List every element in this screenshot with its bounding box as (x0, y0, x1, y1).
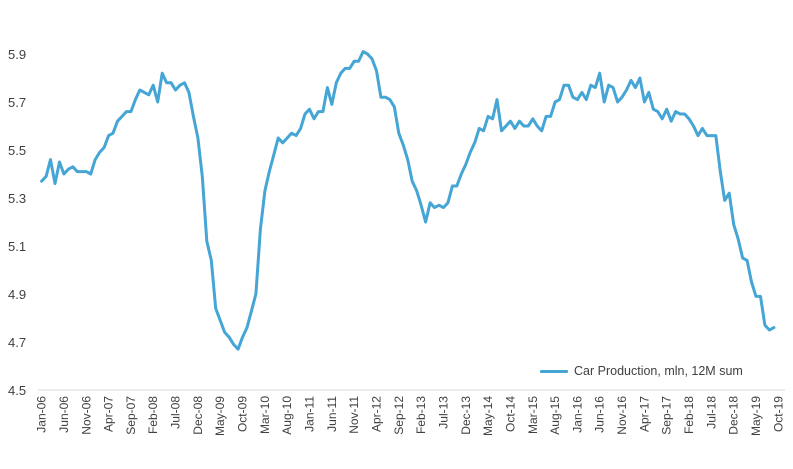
x-tick-label: Dec-08 (191, 396, 205, 435)
x-tick-label: May-14 (481, 396, 495, 436)
x-tick-label: Aug-10 (280, 396, 294, 435)
x-tick-label: Dec-18 (727, 396, 741, 435)
y-tick-label: 4.7 (8, 335, 26, 350)
x-tick-label: Aug-15 (548, 396, 562, 435)
x-tick-label: Mar-15 (526, 396, 540, 434)
y-tick-label: 5.3 (8, 191, 26, 206)
x-tick-label: Mar-10 (258, 396, 272, 434)
legend-swatch (540, 369, 568, 373)
x-tick-label: May-09 (213, 396, 227, 436)
x-tick-label: Oct-19 (771, 396, 785, 432)
x-tick-label: Apr-17 (637, 396, 651, 432)
y-tick-label: 5.5 (8, 143, 26, 158)
x-tick-label: Jan-11 (303, 396, 317, 432)
x-tick-label: Sep-17 (660, 396, 674, 435)
x-tick-label: Jul-18 (704, 396, 718, 429)
x-tick-label: Oct-09 (236, 396, 250, 432)
legend: Car Production, mln, 12M sum (540, 364, 743, 378)
y-tick-label: 5.1 (8, 239, 26, 254)
x-tick-label: Nov-16 (615, 396, 629, 435)
x-tick-label: Jan-06 (35, 396, 49, 433)
x-tick-label: Nov-11 (347, 396, 361, 434)
x-tick-label: Feb-08 (146, 396, 160, 434)
x-tick-label: Apr-07 (102, 396, 116, 432)
legend-label: Car Production, mln, 12M sum (574, 364, 743, 378)
x-tick-label: Feb-13 (414, 396, 428, 434)
x-tick-label: Nov-06 (79, 396, 93, 435)
x-tick-label: Jul-08 (169, 396, 183, 429)
x-tick-label: Feb-18 (682, 396, 696, 434)
x-tick-label: Jun-16 (593, 396, 607, 433)
x-tick-label: Jun-06 (57, 396, 71, 433)
x-tick-label: Jan-16 (570, 396, 584, 433)
y-tick-label: 5.7 (8, 95, 26, 110)
y-tick-label: 4.5 (8, 383, 26, 398)
x-tick-label: Sep-12 (392, 396, 406, 435)
x-tick-label: Sep-07 (124, 396, 138, 435)
x-tick-label: Jul-13 (436, 396, 450, 429)
x-tick-label: Jun-11 (325, 396, 339, 432)
y-tick-label: 5.9 (8, 47, 26, 62)
y-tick-label: 4.9 (8, 287, 26, 302)
x-tick-label: Dec-13 (459, 396, 473, 435)
x-tick-label: May-19 (749, 396, 763, 436)
x-tick-label: Oct-14 (503, 396, 517, 432)
x-tick-label: Apr-12 (369, 396, 383, 432)
series-line (40, 50, 776, 351)
